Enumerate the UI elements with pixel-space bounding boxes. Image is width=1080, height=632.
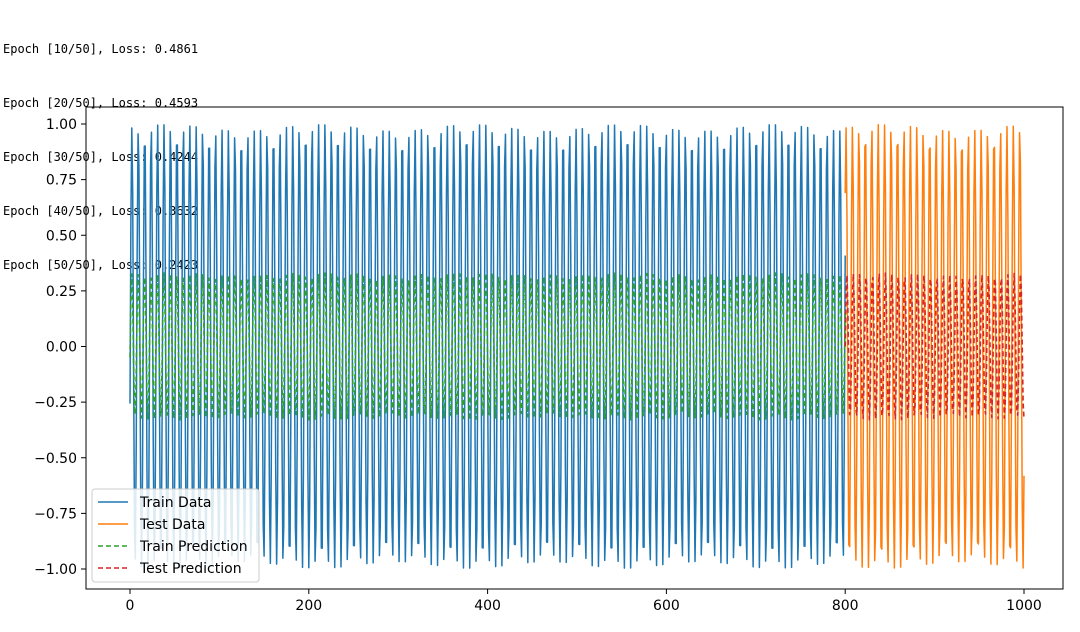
y-tick-label: 0.50: [46, 228, 77, 244]
y-tick-label: −0.50: [34, 451, 77, 467]
legend-box: [91, 488, 260, 583]
series-layer: [129, 123, 1025, 569]
legend-label: Train Prediction: [139, 539, 248, 555]
y-tick-label: 0.75: [46, 173, 77, 189]
legend: Train Data Test Data Train Prediction Test …: [91, 488, 260, 583]
x-tick-label: 0: [126, 598, 135, 614]
y-axis: 1.00 0.75 0.50 0.25 0.00 −0.25 −0.50 −0.75 −1.00: [34, 117, 86, 578]
y-tick-label: −0.75: [34, 506, 77, 522]
y-tick-label: −1.00: [34, 562, 77, 578]
y-tick-label: 1.00: [46, 117, 77, 133]
x-axis: 0 200 400 600 800 1000: [126, 589, 1042, 614]
legend-label: Train Data: [139, 495, 211, 511]
legend-label: Test Data: [139, 517, 205, 533]
x-tick-label: 400: [474, 598, 501, 614]
series-line-train-prediction: [129, 272, 846, 421]
x-tick-label: 600: [653, 598, 680, 614]
x-tick-label: 800: [832, 598, 859, 614]
legend-label: Test Prediction: [139, 561, 242, 577]
series-line-test-prediction: [844, 272, 1025, 421]
y-tick-label: 0.00: [46, 340, 77, 356]
log-line: Epoch [10/50], Loss: 0.4861: [3, 42, 199, 56]
y-tick-label: −0.25: [34, 395, 77, 411]
axes-frame: [85, 106, 1064, 590]
series-line-test-data: [844, 123, 1025, 569]
y-tick-label: 0.25: [46, 284, 77, 300]
x-tick-label: 1000: [1006, 598, 1042, 614]
x-tick-label: 200: [295, 598, 322, 614]
